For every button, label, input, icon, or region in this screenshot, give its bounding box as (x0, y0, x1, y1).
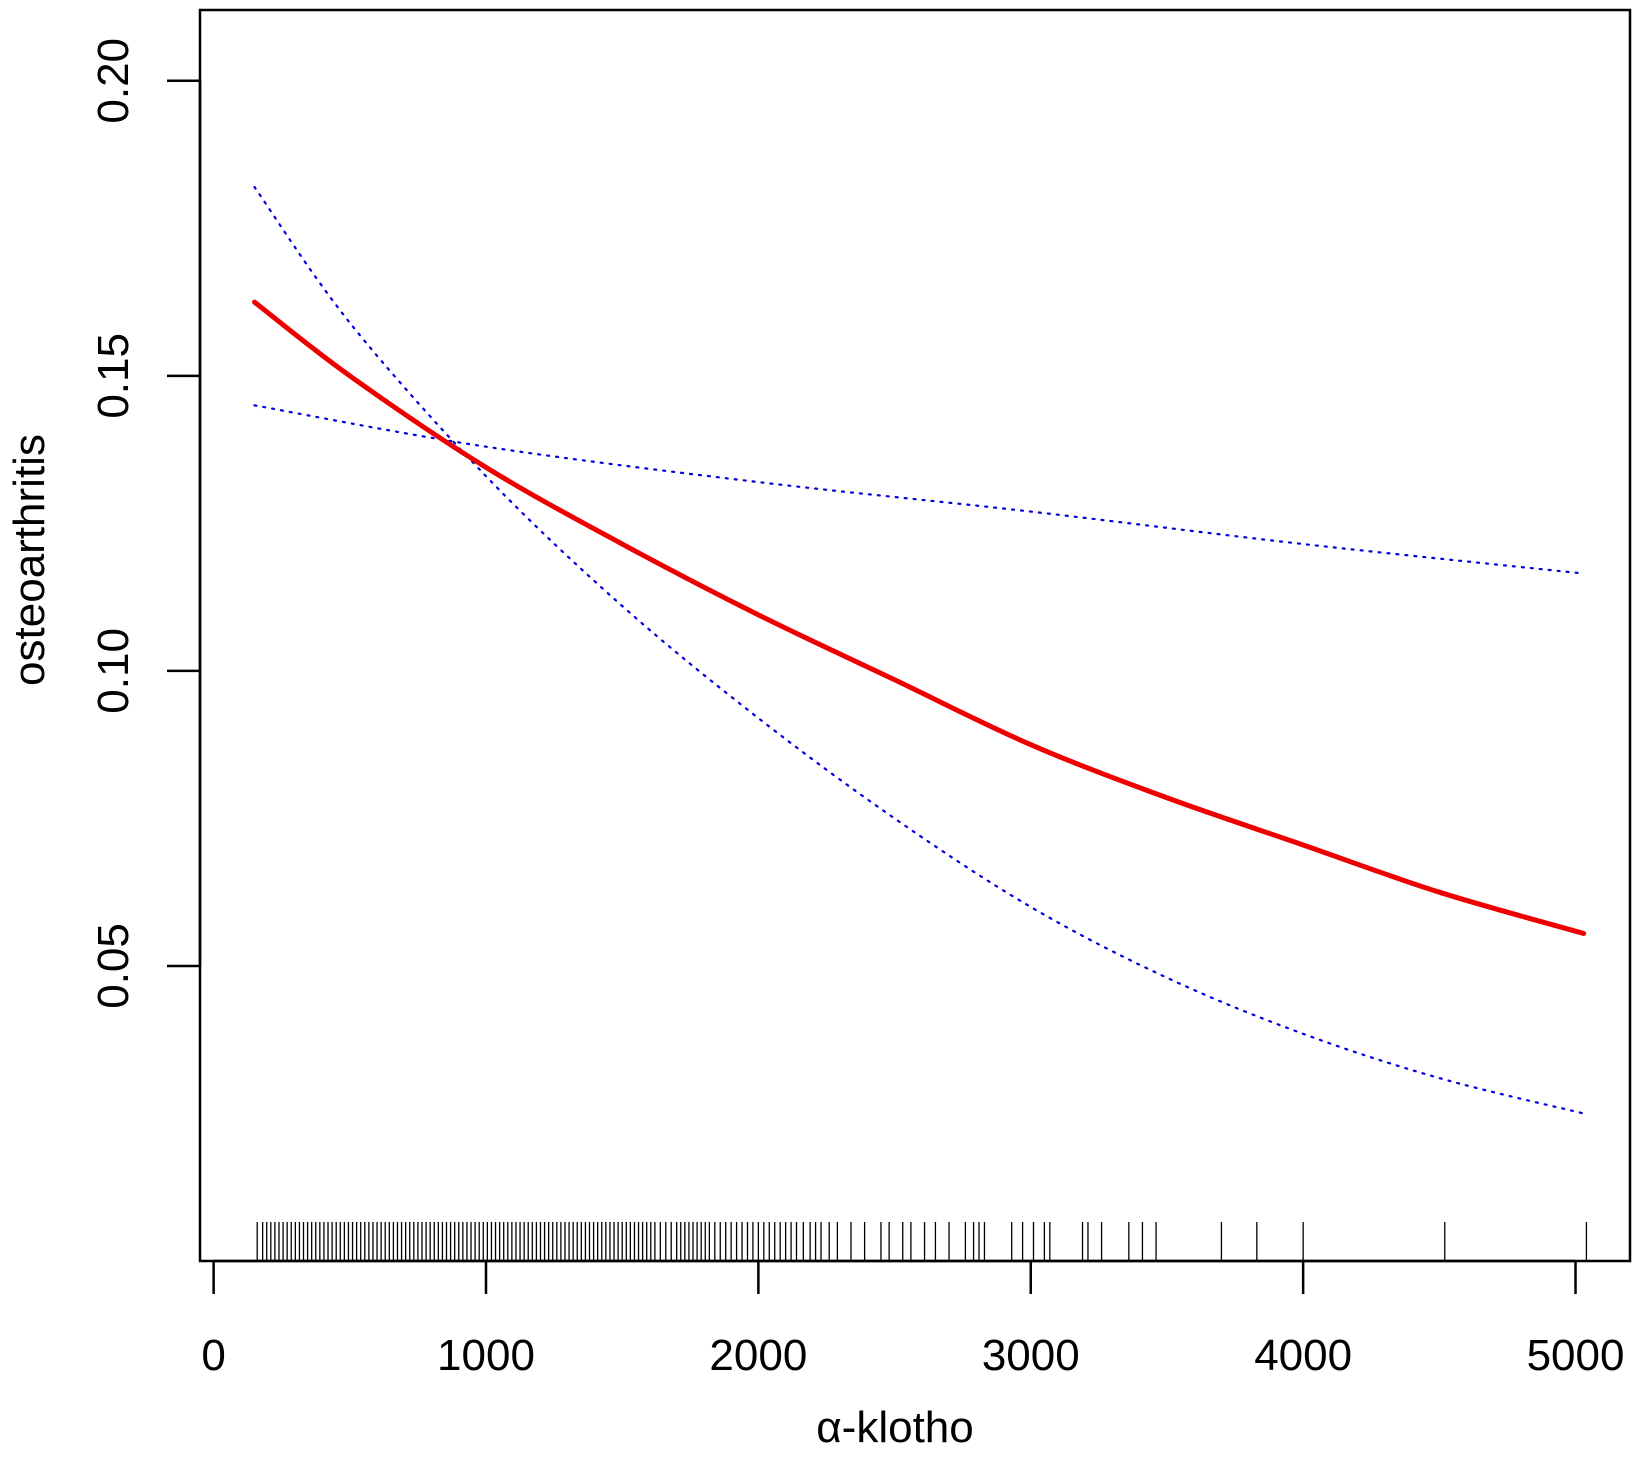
ci-lower-curve (253, 185, 1585, 1115)
x-tick-label: 3000 (982, 1331, 1080, 1380)
y-tick-label: 0.05 (89, 923, 138, 1009)
y-tick-label: 0.15 (89, 333, 138, 419)
fit-curve-layer (251, 299, 1587, 936)
y-axis-title: osteoarthritis (5, 434, 54, 686)
rug-layer (256, 1222, 1588, 1261)
x-axis-title: α-klotho (816, 1403, 974, 1452)
y-tick-label: 0.10 (89, 628, 138, 714)
x-tick-label: 0 (201, 1331, 225, 1380)
x-axis: 0 1000 2000 3000 4000 5000 (201, 1259, 1625, 1380)
y-tick-label: 0.20 (89, 38, 138, 124)
x-tick-label: 5000 (1527, 1331, 1625, 1380)
plot-frame (198, 8, 1632, 1263)
y-axis: 0.05 0.10 0.15 0.20 (89, 38, 202, 1009)
ci-upper-curve (253, 404, 1585, 575)
x-tick-label: 1000 (437, 1331, 535, 1380)
fit-curve (251, 299, 1587, 936)
x-tick-label: 4000 (1254, 1331, 1352, 1380)
confidence-band-layer (253, 185, 1585, 1115)
x-tick-label: 2000 (709, 1331, 807, 1380)
